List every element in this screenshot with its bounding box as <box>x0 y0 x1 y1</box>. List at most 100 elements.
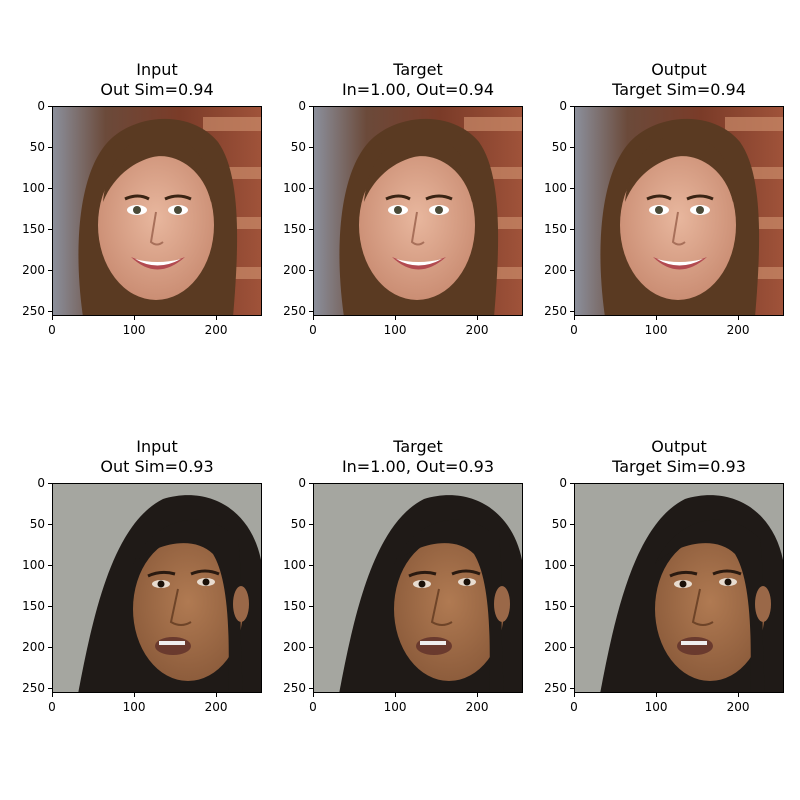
y-tick-mark <box>48 606 52 608</box>
x-tick-label: 200 <box>204 700 228 714</box>
x-tick-mark <box>52 693 53 697</box>
y-tick-label: 150 <box>544 222 567 237</box>
y-tick-label: 250 <box>283 681 306 696</box>
y-tick-label: 0 <box>37 476 45 490</box>
x-tick-label: 200 <box>465 323 489 337</box>
y-tick-label: 150 <box>544 599 567 614</box>
y-tick-mark <box>48 188 52 190</box>
y-tick-mark <box>570 606 574 608</box>
x-tick-label: 100 <box>644 700 668 714</box>
x-tick-mark <box>52 316 53 320</box>
x-tick-label: 100 <box>644 323 668 337</box>
panel-image-r2-input <box>52 483 262 693</box>
y-tick-label: 250 <box>544 304 567 319</box>
panel-title-r2-input: Input Out Sim=0.93 <box>27 437 287 477</box>
y-tick-mark <box>309 229 313 231</box>
y-tick-label: 200 <box>283 640 306 655</box>
y-tick-label: 250 <box>22 681 45 696</box>
y-tick-mark <box>570 524 574 526</box>
y-tick-label: 200 <box>283 263 306 278</box>
y-tick-label: 100 <box>283 181 306 196</box>
y-tick-label: 0 <box>298 99 306 113</box>
y-tick-mark <box>570 106 574 107</box>
panel-image-r1-input <box>52 106 262 316</box>
y-tick-mark <box>570 647 574 649</box>
x-tick-mark <box>134 316 136 320</box>
y-tick-label: 100 <box>22 558 45 573</box>
y-tick-mark <box>48 524 52 526</box>
y-tick-mark <box>570 188 574 190</box>
y-tick-label: 0 <box>298 476 306 490</box>
y-tick-mark <box>309 270 313 272</box>
x-tick-mark <box>313 316 314 320</box>
x-tick-label: 100 <box>122 323 146 337</box>
panel-title-line1: Output <box>651 437 707 456</box>
y-tick-mark <box>48 229 52 231</box>
y-tick-mark <box>48 311 52 313</box>
y-tick-mark <box>48 147 52 149</box>
x-tick-mark <box>395 316 397 320</box>
x-tick-mark <box>738 693 740 697</box>
y-tick-mark <box>309 647 313 649</box>
panel-title-line1: Target <box>393 437 443 456</box>
x-tick-mark <box>134 693 136 697</box>
x-tick-label: 0 <box>48 323 56 337</box>
y-tick-mark <box>309 311 313 313</box>
y-tick-label: 50 <box>551 517 567 532</box>
y-tick-label: 100 <box>544 558 567 573</box>
y-tick-label: 150 <box>283 599 306 614</box>
x-tick-label: 100 <box>122 700 146 714</box>
y-tick-label: 150 <box>22 599 45 614</box>
x-tick-label: 200 <box>726 700 750 714</box>
x-tick-label: 0 <box>309 700 317 714</box>
y-tick-mark <box>570 565 574 567</box>
y-tick-label: 250 <box>283 304 306 319</box>
y-tick-label: 200 <box>544 263 567 278</box>
x-tick-label: 200 <box>726 323 750 337</box>
y-tick-label: 0 <box>37 99 45 113</box>
y-tick-label: 0 <box>559 99 567 113</box>
y-tick-mark <box>48 688 52 690</box>
x-tick-label: 100 <box>383 323 407 337</box>
y-tick-label: 200 <box>22 263 45 278</box>
x-tick-mark <box>738 316 740 320</box>
y-tick-mark <box>570 270 574 272</box>
panel-image-r1-output <box>574 106 784 316</box>
panel-title-r1-input: Input Out Sim=0.94 <box>27 60 287 100</box>
y-tick-mark <box>570 311 574 313</box>
x-tick-mark <box>656 693 658 697</box>
y-tick-mark <box>309 565 313 567</box>
y-tick-label: 50 <box>290 517 306 532</box>
y-tick-mark <box>309 688 313 690</box>
x-tick-label: 100 <box>383 700 407 714</box>
y-tick-label: 50 <box>551 140 567 155</box>
y-tick-mark <box>48 106 52 107</box>
x-tick-label: 0 <box>309 323 317 337</box>
panel-title-line1: Target <box>393 60 443 79</box>
panel-title-line1: Input <box>136 60 178 79</box>
y-tick-label: 200 <box>22 640 45 655</box>
y-tick-mark <box>570 229 574 231</box>
x-tick-label: 0 <box>48 700 56 714</box>
y-tick-label: 250 <box>22 304 45 319</box>
panel-title-line2: In=1.00, Out=0.93 <box>341 457 495 476</box>
y-tick-mark <box>48 270 52 272</box>
x-tick-label: 200 <box>204 323 228 337</box>
y-tick-mark <box>309 188 313 190</box>
y-tick-mark <box>48 565 52 567</box>
panel-title-line2: Out Sim=0.94 <box>100 80 214 99</box>
x-tick-mark <box>477 316 479 320</box>
x-tick-label: 0 <box>570 700 578 714</box>
panel-title-line2: Out Sim=0.93 <box>100 457 214 476</box>
y-tick-label: 0 <box>559 476 567 490</box>
panel-image-r2-target <box>313 483 523 693</box>
x-tick-mark <box>477 693 479 697</box>
x-tick-mark <box>574 693 575 697</box>
panel-title-r2-target: Target In=1.00, Out=0.93 <box>288 437 548 477</box>
y-tick-label: 50 <box>29 517 45 532</box>
y-tick-mark <box>570 688 574 690</box>
panel-title-r1-output: Output Target Sim=0.94 <box>549 60 800 100</box>
y-tick-label: 250 <box>544 681 567 696</box>
x-tick-label: 200 <box>465 700 489 714</box>
